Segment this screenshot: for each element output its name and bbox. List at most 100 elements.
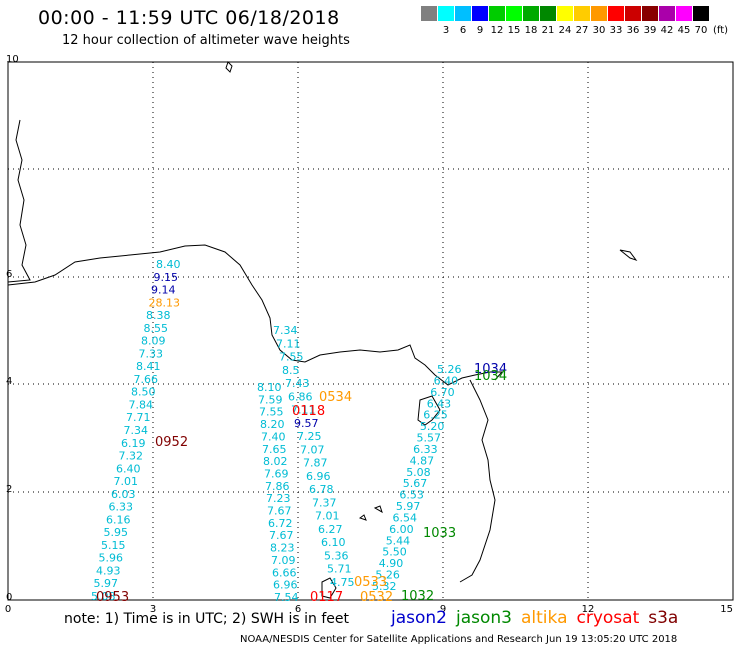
pass-time-label: 1034 [474, 362, 507, 377]
pass-time-label: 1032 [401, 589, 434, 604]
wave-height-value: 7.23 [266, 492, 291, 505]
x-tick-label: 3 [150, 604, 156, 615]
wave-height-value: 7.67 [267, 505, 292, 518]
credit-line: NOAA/NESDIS Center for Satellite Applica… [240, 634, 678, 645]
wave-height-value: 7.87 [303, 457, 328, 470]
wave-height-value: 7.43 [285, 377, 310, 390]
wave-height-value: 6.03 [111, 488, 136, 501]
wave-height-value: 7.01 [315, 510, 340, 523]
legend-label: 42 [660, 25, 674, 36]
legend-swatch [421, 6, 437, 21]
wave-height-value: 6.10 [321, 536, 346, 549]
pass-time-label: 0953 [96, 590, 129, 605]
wave-height-value: 9.57 [294, 417, 319, 430]
wave-height-value: 8.02 [263, 455, 288, 468]
legend-swatch [472, 6, 488, 21]
satellite-altika: altika [521, 608, 568, 628]
wave-height-value: 5.96 [99, 552, 124, 565]
legend-swatch [489, 6, 505, 21]
wave-height-value: 6.33 [109, 501, 134, 514]
legend-swatch [642, 6, 658, 21]
wave-height-value: 7.11 [291, 404, 316, 417]
legend-label: 12 [490, 25, 504, 36]
wave-height-value: 7.86 [265, 480, 290, 493]
wave-height-value: 6.33 [413, 443, 438, 456]
coastline [7, 61, 638, 599]
wave-height-value: 4.90 [379, 557, 404, 570]
x-tick-label: 15 [720, 604, 733, 615]
wave-height-value: 6.25 [423, 409, 448, 422]
legend-swatch [693, 6, 709, 21]
wave-height-value: 7.01 [114, 475, 139, 488]
wave-height-value: 6.16 [106, 513, 131, 526]
wave-height-value: 8.50 [131, 386, 156, 399]
wave-height-value: 8.09 [141, 335, 166, 348]
wave-height-value: 5.08 [91, 590, 116, 603]
wave-height-value: 7.33 [139, 347, 164, 360]
legend-swatch [608, 6, 624, 21]
pass-time-label: 1033 [423, 526, 456, 541]
wave-height-value: 4.93 [96, 565, 121, 578]
wave-height-value: 7.07 [300, 443, 325, 456]
wave-height-value: 9.14 [151, 284, 176, 297]
wave-height-value: 6.43 [427, 397, 452, 410]
x-tick-label: 12 [582, 604, 595, 615]
satellite-s3a: s3a [648, 608, 679, 628]
wave-height-value: 9.15 [154, 271, 179, 284]
legend-swatch [540, 6, 556, 21]
pass-time-label: 0952 [155, 435, 188, 450]
wave-height-value: 7.69 [264, 468, 289, 481]
wave-height-value: 7.40 [261, 430, 286, 443]
wave-height-value: 5.95 [104, 526, 129, 539]
legend-label: 9 [476, 25, 484, 36]
satellite-jason3: jason3 [456, 608, 512, 628]
y-tick-label: 6 [6, 269, 12, 280]
wave-height-value: 6.96 [273, 579, 298, 592]
wave-height-value: 5.26 [375, 569, 400, 582]
wave-height-value: 5.50 [382, 546, 407, 559]
legend-label: 6 [459, 25, 467, 36]
wave-height-value: 7.25 [297, 430, 322, 443]
x-tick-label: 0 [5, 604, 11, 615]
wave-height-value: 8.38 [146, 309, 171, 322]
wave-height-value: 28.13 [149, 296, 181, 309]
wave-height-value: 7.67 [269, 529, 294, 542]
legend-swatch [506, 6, 522, 21]
y-tick-label: 0 [6, 592, 12, 603]
legend-swatch [438, 6, 454, 21]
y-tick-label: 10 [6, 54, 19, 65]
wave-height-value: 6.53 [399, 489, 424, 502]
wave-height-value: 7.34 [124, 424, 149, 437]
x-tick-label: 9 [440, 604, 446, 615]
wave-height-value: 8.10 [257, 381, 282, 394]
wave-height-value: 7.55 [279, 351, 304, 364]
wave-height-value: 6.72 [268, 517, 293, 530]
wave-height-value: 6.96 [306, 470, 331, 483]
wave-height-value: 5.57 [417, 432, 442, 445]
wave-height-value: 6.40 [116, 462, 141, 475]
pass-time-label: 0533 [354, 575, 387, 590]
x-tick-label: 6 [295, 604, 301, 615]
legend-label: 30 [592, 25, 606, 36]
wave-height-value: 6.40 [434, 374, 459, 387]
map-title: 00:00 - 11:59 UTC 06/18/2018 [38, 7, 340, 29]
wave-height-value: 6.66 [272, 566, 297, 579]
wave-height-value: 5.26 [437, 363, 462, 376]
altimeter-tracks: 8.409.159.1428.138.388.558.097.338.417.6… [91, 258, 462, 604]
wave-height-value: 7.09 [271, 554, 296, 567]
wave-height-value: 5.32 [372, 580, 397, 593]
wave-height-value: 6.78 [309, 483, 334, 496]
pass-time-label: 0534 [319, 390, 352, 405]
wave-height-value: 7.71 [126, 411, 151, 424]
satellite-cryosat: cryosat [576, 608, 640, 628]
legend-label: 18 [524, 25, 538, 36]
wave-height-value: 5.20 [420, 420, 445, 433]
wave-height-value: 4.87 [410, 454, 435, 467]
pass-time-label: 0532 [360, 590, 393, 605]
wave-height-value: 5.44 [386, 534, 411, 547]
wave-height-value: 6.00 [389, 523, 414, 536]
legend-swatch [659, 6, 675, 21]
satellite-jason2: jason2 [391, 608, 447, 628]
wave-height-value: 5.97 [396, 500, 421, 513]
